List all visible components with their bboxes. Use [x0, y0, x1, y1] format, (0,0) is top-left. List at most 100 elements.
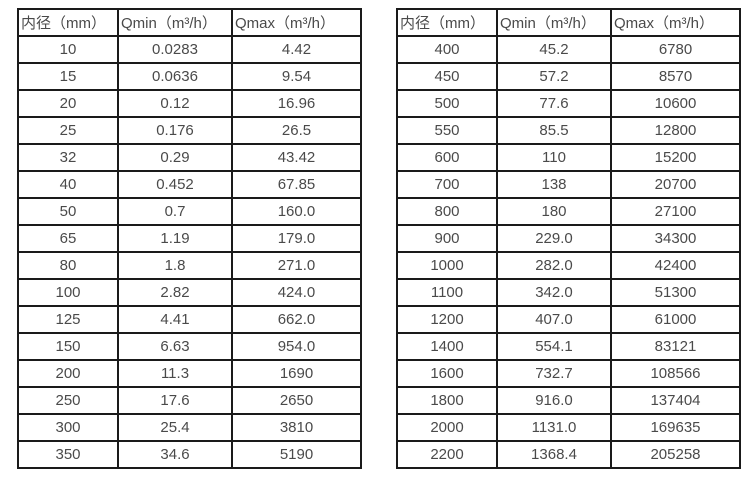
cell-diameter: 900	[396, 224, 498, 253]
table-row: 2000 1131.0 169635	[396, 413, 741, 442]
cell-diameter: 1100	[396, 278, 498, 307]
cell-qmin: 0.12	[117, 89, 233, 118]
column-header-qmax: Qmax（m³/h）	[231, 8, 362, 37]
cell-qmax: 12800	[610, 116, 741, 145]
table-row: 100 2.82 424.0	[17, 278, 362, 307]
cell-diameter: 25	[17, 116, 119, 145]
table-row: 10 0.0283 4.42	[17, 35, 362, 64]
cell-qmax: 43.42	[231, 143, 362, 172]
table-row: 200 11.3 1690	[17, 359, 362, 388]
cell-diameter: 40	[17, 170, 119, 199]
cell-diameter: 700	[396, 170, 498, 199]
cell-qmin: 4.41	[117, 305, 233, 334]
cell-qmax: 15200	[610, 143, 741, 172]
table-row: 50 0.7 160.0	[17, 197, 362, 226]
table-row: 1000 282.0 42400	[396, 251, 741, 280]
cell-diameter: 100	[17, 278, 119, 307]
cell-qmax: 271.0	[231, 251, 362, 280]
cell-qmax: 16.96	[231, 89, 362, 118]
cell-qmax: 160.0	[231, 197, 362, 226]
cell-qmin: 1.19	[117, 224, 233, 253]
cell-qmax: 20700	[610, 170, 741, 199]
cell-diameter: 1200	[396, 305, 498, 334]
table-row: 20 0.12 16.96	[17, 89, 362, 118]
cell-qmax: 662.0	[231, 305, 362, 334]
table-row: 500 77.6 10600	[396, 89, 741, 118]
cell-diameter: 600	[396, 143, 498, 172]
table-row: 800 180 27100	[396, 197, 741, 226]
table-row: 350 34.6 5190	[17, 440, 362, 469]
flow-spec-tables: 内径（mm） Qmin（m³/h） Qmax（m³/h） 10 0.0283 4.42 15…	[17, 8, 741, 469]
cell-qmax: 83121	[610, 332, 741, 361]
cell-qmin: 916.0	[496, 386, 612, 415]
cell-qmin: 138	[496, 170, 612, 199]
cell-qmin: 110	[496, 143, 612, 172]
cell-qmax: 179.0	[231, 224, 362, 253]
cell-qmin: 6.63	[117, 332, 233, 361]
cell-qmin: 1131.0	[496, 413, 612, 442]
cell-qmin: 1.8	[117, 251, 233, 280]
table-row: 80 1.8 271.0	[17, 251, 362, 280]
cell-qmin: 17.6	[117, 386, 233, 415]
table-row: 900 229.0 34300	[396, 224, 741, 253]
column-header-qmax: Qmax（m³/h）	[610, 8, 741, 37]
column-header-diameter: 内径（mm）	[17, 8, 119, 37]
cell-qmin: 0.0636	[117, 62, 233, 91]
table-row: 150 6.63 954.0	[17, 332, 362, 361]
cell-diameter: 400	[396, 35, 498, 64]
cell-qmin: 0.7	[117, 197, 233, 226]
cell-qmin: 0.29	[117, 143, 233, 172]
cell-diameter: 450	[396, 62, 498, 91]
cell-diameter: 1400	[396, 332, 498, 361]
cell-qmin: 77.6	[496, 89, 612, 118]
table-row: 1200 407.0 61000	[396, 305, 741, 334]
cell-qmin: 25.4	[117, 413, 233, 442]
header-row: 内径（mm） Qmin（m³/h） Qmax（m³/h）	[396, 8, 741, 37]
cell-qmax: 169635	[610, 413, 741, 442]
cell-diameter: 80	[17, 251, 119, 280]
cell-diameter: 300	[17, 413, 119, 442]
table-row: 600 110 15200	[396, 143, 741, 172]
cell-qmax: 2650	[231, 386, 362, 415]
table-row: 300 25.4 3810	[17, 413, 362, 442]
cell-qmax: 954.0	[231, 332, 362, 361]
table-row: 250 17.6 2650	[17, 386, 362, 415]
cell-qmin: 282.0	[496, 251, 612, 280]
cell-qmin: 34.6	[117, 440, 233, 469]
table-row: 25 0.176 26.5	[17, 116, 362, 145]
cell-qmax: 10600	[610, 89, 741, 118]
cell-qmax: 42400	[610, 251, 741, 280]
cell-qmax: 3810	[231, 413, 362, 442]
cell-qmax: 34300	[610, 224, 741, 253]
header-row: 内径（mm） Qmin（m³/h） Qmax（m³/h）	[17, 8, 362, 37]
flow-table-right: 内径（mm） Qmin（m³/h） Qmax（m³/h） 400 45.2 6780 450…	[396, 8, 741, 469]
table-row: 450 57.2 8570	[396, 62, 741, 91]
cell-diameter: 250	[17, 386, 119, 415]
table-row: 15 0.0636 9.54	[17, 62, 362, 91]
cell-diameter: 2200	[396, 440, 498, 469]
cell-qmax: 4.42	[231, 35, 362, 64]
table-row: 40 0.452 67.85	[17, 170, 362, 199]
table-row: 1800 916.0 137404	[396, 386, 741, 415]
cell-qmin: 0.452	[117, 170, 233, 199]
cell-diameter: 1800	[396, 386, 498, 415]
cell-diameter: 550	[396, 116, 498, 145]
cell-qmax: 67.85	[231, 170, 362, 199]
table-row: 65 1.19 179.0	[17, 224, 362, 253]
cell-qmin: 0.176	[117, 116, 233, 145]
cell-diameter: 65	[17, 224, 119, 253]
cell-qmax: 6780	[610, 35, 741, 64]
cell-qmin: 229.0	[496, 224, 612, 253]
cell-diameter: 1000	[396, 251, 498, 280]
cell-diameter: 800	[396, 197, 498, 226]
flow-table-left: 内径（mm） Qmin（m³/h） Qmax（m³/h） 10 0.0283 4.42 15…	[17, 8, 362, 469]
cell-qmax: 205258	[610, 440, 741, 469]
cell-qmax: 1690	[231, 359, 362, 388]
table-row: 550 85.5 12800	[396, 116, 741, 145]
cell-qmax: 424.0	[231, 278, 362, 307]
cell-diameter: 15	[17, 62, 119, 91]
cell-qmax: 51300	[610, 278, 741, 307]
column-header-qmin: Qmin（m³/h）	[117, 8, 233, 37]
cell-qmin: 2.82	[117, 278, 233, 307]
cell-qmin: 1368.4	[496, 440, 612, 469]
